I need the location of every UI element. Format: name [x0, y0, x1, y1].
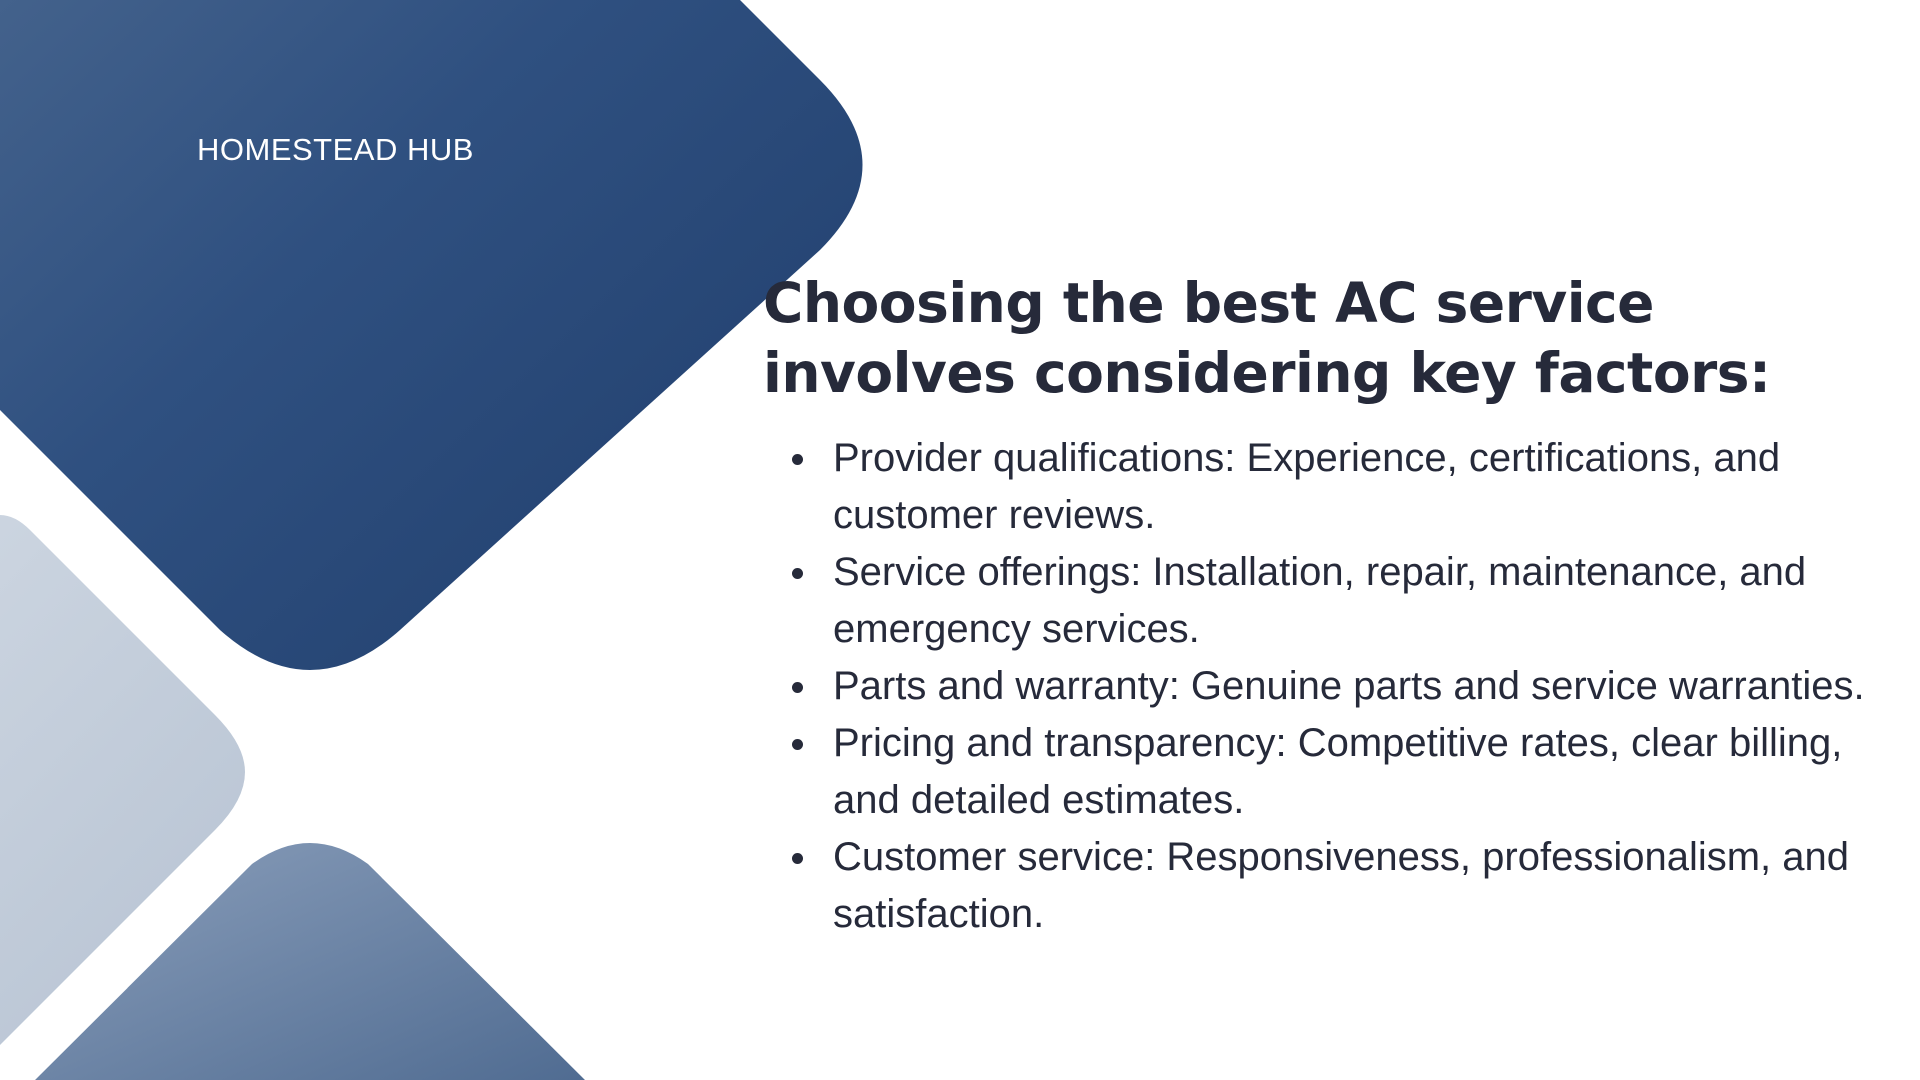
slate-diamond-shape: [35, 843, 585, 1080]
headline: Choosing the best AC service involves co…: [763, 271, 1771, 405]
list-item-text: Pricing and transparency: Competitive ra…: [833, 721, 1843, 822]
list-item-text: Service offerings: Installation, repair,…: [833, 550, 1807, 651]
list-item-text: Customer service: Responsiveness, profes…: [833, 835, 1849, 936]
list-item: Provider qualifications: Experience, cer…: [792, 430, 1913, 544]
list-item: Service offerings: Installation, repair,…: [792, 544, 1913, 658]
list-item-text: Parts and warranty: Genuine parts and se…: [833, 664, 1865, 708]
navy-diamond-main: [0, 0, 863, 670]
list-item: Parts and warranty: Genuine parts and se…: [792, 658, 1913, 715]
bullet-dot: [792, 739, 803, 750]
list-item-text: Provider qualifications: Experience, cer…: [833, 436, 1781, 537]
bullet-dot: [792, 568, 803, 579]
pale-diamond-shape: [0, 515, 245, 1045]
factors-list: Provider qualifications: Experience, cer…: [763, 430, 1913, 943]
list-item: Pricing and transparency: Competitive ra…: [792, 715, 1913, 829]
bullet-dot: [792, 682, 803, 693]
bullet-dot: [792, 853, 803, 864]
list-item: Customer service: Responsiveness, profes…: [792, 829, 1913, 943]
bullet-dot: [792, 454, 803, 465]
brand-name: HOMESTEAD HUB: [197, 132, 474, 167]
content-area: Choosing the best AC service involves co…: [763, 268, 1913, 943]
